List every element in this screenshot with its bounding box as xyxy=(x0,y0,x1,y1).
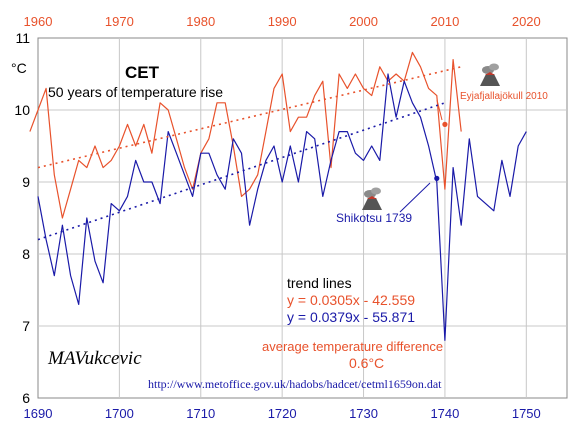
x-top-tick-label: 1970 xyxy=(105,14,134,29)
chart-title: CET xyxy=(125,63,160,82)
y-tick-label: 6 xyxy=(22,390,30,406)
x-bottom-tick-label: 1740 xyxy=(430,406,459,421)
trend-lines-heading: trend lines xyxy=(287,275,352,291)
y-tick-label: 9 xyxy=(22,174,30,190)
series-line-blue-1690-1750 xyxy=(37,73,527,341)
marker-shikotsu xyxy=(434,175,440,181)
x-bottom-tick-label: 1730 xyxy=(349,406,378,421)
x-top-tick-label: 1960 xyxy=(24,14,53,29)
volcano-icon-shikotsu xyxy=(362,187,382,210)
annotation-eyjafjallajokull: Eyjafjallajökull 2010 xyxy=(460,91,548,102)
x-bottom-tick-label: 1690 xyxy=(24,406,53,421)
x-bottom-tick-label: 1710 xyxy=(186,406,215,421)
shikotsu-pointer xyxy=(399,182,431,213)
source-url: http://www.metoffice.gov.uk/hadobs/hadce… xyxy=(148,377,442,391)
x-bottom-tick-label: 1720 xyxy=(268,406,297,421)
trend-lines xyxy=(37,66,462,241)
y-tick-label: 10 xyxy=(14,102,30,118)
annotation-shikotsu: Shikotsu 1739 xyxy=(336,211,412,225)
series-lines xyxy=(29,51,527,341)
volcano-icon-eyjafjallajokull xyxy=(480,63,500,86)
x-top-tick-label: 2010 xyxy=(430,14,459,29)
x-top-tick-label: 1990 xyxy=(268,14,297,29)
x-top-tick-label: 1980 xyxy=(186,14,215,29)
avg-diff-value: 0.6°C xyxy=(349,355,384,371)
y-tick-label: 7 xyxy=(22,318,30,334)
plot-area xyxy=(37,37,568,399)
x-top-tick-label: 2000 xyxy=(349,14,378,29)
annotation-markers xyxy=(434,121,448,181)
tick-labels: 6 7 8 9 10 11 1690 1700 1710 1720 1730 1740 1750 1960… xyxy=(14,14,540,421)
y-tick-label: 11 xyxy=(15,30,30,46)
marker-eyjafjallajokull xyxy=(442,121,448,127)
trend-equation-blue: y = 0.0379x - 55.871 xyxy=(287,309,415,325)
x-bottom-tick-label: 1700 xyxy=(105,406,134,421)
avg-diff-label: average temperature difference xyxy=(262,339,443,354)
gridlines xyxy=(38,38,567,398)
y-axis-unit: °C xyxy=(11,60,27,76)
y-tick-label: 8 xyxy=(22,246,30,262)
x-bottom-tick-label: 1750 xyxy=(512,406,541,421)
eyjafjallajokull-pointer xyxy=(436,99,443,121)
trend-equation-red: y = 0.0305x - 42.559 xyxy=(287,292,415,308)
author-signature: MAVukcevic xyxy=(47,348,142,369)
x-top-tick-label: 2020 xyxy=(512,14,541,29)
trend-line-red xyxy=(37,66,462,169)
chart-subtitle: 50 years of temperature rise xyxy=(48,84,223,100)
